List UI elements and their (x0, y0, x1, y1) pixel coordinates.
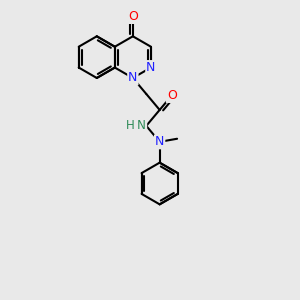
Text: O: O (167, 89, 177, 102)
Text: N: N (146, 61, 156, 74)
Text: N: N (155, 135, 164, 148)
Text: O: O (128, 10, 138, 23)
Text: H N: H N (126, 119, 146, 132)
Text: N: N (128, 71, 138, 85)
